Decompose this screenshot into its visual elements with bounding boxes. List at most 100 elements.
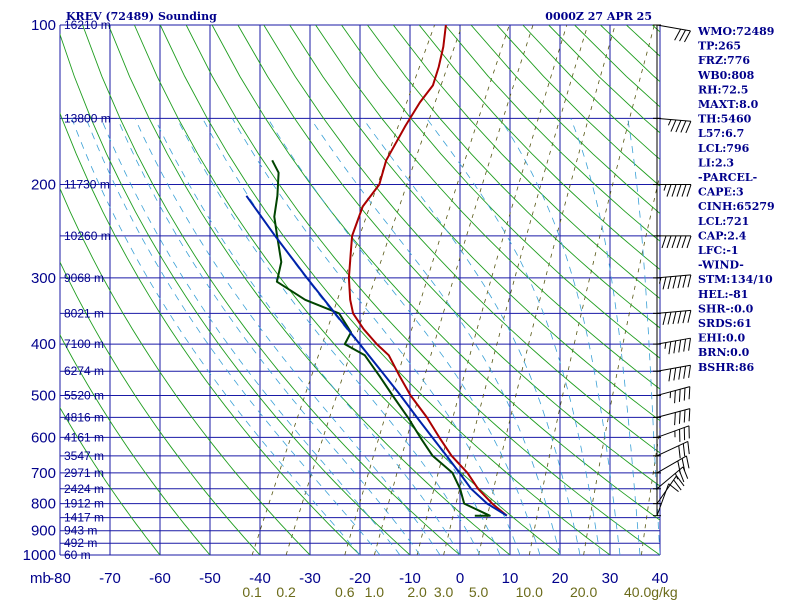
- wind-barb: [653, 364, 691, 382]
- moist-adiabat: [426, 118, 601, 555]
- index-value: -PARCEL-: [698, 171, 757, 184]
- dry-adiabat: [341, 25, 660, 359]
- mixing-ratio-line: [641, 426, 660, 555]
- height-label: 2424 m: [64, 482, 104, 496]
- dry-adiabat: [159, 25, 611, 555]
- temperature-tick-label: 10: [502, 570, 519, 587]
- dry-adiabat: [60, 187, 311, 555]
- moist-adiabat: [71, 118, 361, 555]
- moist-adiabat: [100, 118, 401, 555]
- mixing-ratio-label: 2.0: [407, 584, 427, 600]
- wind-barb: [653, 117, 692, 134]
- moist-adiabat: [231, 118, 521, 555]
- mixing-ratio-line: [478, 25, 616, 555]
- index-value: TH:5460: [698, 113, 752, 126]
- mixing-ratio-label: 0.1: [242, 584, 262, 600]
- pressure-tick-label: 500: [31, 387, 56, 404]
- index-value: WMO:72489: [697, 25, 774, 38]
- dry-adiabat: [263, 25, 660, 454]
- dry-adiabat: [367, 25, 660, 329]
- sounding-traces: [245, 25, 508, 517]
- wind-barb: [653, 309, 692, 325]
- temperature-tick-label: 30: [602, 570, 619, 587]
- wind-barb: [653, 274, 692, 290]
- wind-barb: [653, 386, 691, 404]
- height-label: 4161 m: [64, 430, 104, 444]
- dry-adiabat: [82, 25, 461, 555]
- dry-adiabat: [60, 111, 361, 555]
- pressure-tick-label: 300: [31, 270, 56, 287]
- temperature-tick-label: -20: [349, 570, 371, 587]
- dry-adiabat: [237, 25, 660, 487]
- dry-adiabats: [60, 25, 800, 555]
- mixing-ratio-lines: [251, 25, 660, 555]
- moist-adiabat: [176, 118, 481, 555]
- mixing-ratio-line: [416, 25, 568, 555]
- pressure-tick-label: 1000: [23, 547, 56, 564]
- moist-adiabat: [310, 118, 561, 555]
- height-label: 10260 m: [64, 229, 111, 243]
- pressure-tick-label: 700: [31, 465, 56, 482]
- index-value: LCL:721: [698, 215, 749, 228]
- mixing-ratio-line: [443, 25, 589, 555]
- height-label: 8021 m: [64, 306, 104, 320]
- index-value: L57:6.7: [698, 127, 744, 140]
- dry-adiabat: [108, 25, 511, 555]
- height-label: 5520 m: [64, 388, 104, 402]
- height-label: 16210 m: [64, 18, 111, 32]
- moist-adiabat: [85, 118, 381, 555]
- height-label: 2971 m: [64, 466, 104, 480]
- temperature-tick-label: -50: [199, 570, 221, 587]
- wind-barb: [653, 184, 692, 197]
- index-value: RH:72.5: [698, 83, 748, 96]
- dry-adiabat: [133, 25, 561, 555]
- height-label: 943 m: [64, 524, 97, 538]
- wind-barb: [653, 455, 690, 474]
- dry-adiabat: [185, 25, 660, 555]
- dry-adiabat: [60, 333, 211, 555]
- pressure-tick-label: 800: [31, 496, 56, 513]
- index-value: STM:134/10: [698, 273, 773, 286]
- index-value: CAPE:3: [698, 186, 744, 199]
- wind-barb: [653, 425, 690, 442]
- height-label: 6274 m: [64, 364, 104, 378]
- index-value: SHR-:0.0: [698, 302, 754, 315]
- moist-adiabat: [570, 118, 641, 555]
- index-value: TP:265: [698, 40, 741, 53]
- wind-barb: [653, 408, 691, 426]
- dry-adiabat: [60, 33, 411, 555]
- height-label: 492 m: [64, 536, 97, 550]
- dry-adiabat: [756, 25, 800, 555]
- temperature-tick-label: -70: [99, 570, 121, 587]
- pressure-tick-label: 900: [31, 523, 56, 540]
- index-value: LI:2.3: [698, 156, 734, 169]
- mixing-ratio-line: [528, 25, 655, 555]
- index-value: HEL:-81: [698, 288, 748, 301]
- mixing-ratio-label: 10.0: [516, 584, 543, 600]
- mixing-ratio-line: [285, 25, 463, 555]
- wind-barb: [653, 337, 691, 355]
- mixing-ratio-label: 20.0: [570, 584, 597, 600]
- mixing-ratio-label: 1.0: [365, 584, 385, 600]
- mixing-ratio-label: 0.6: [335, 584, 355, 600]
- dry-adiabat: [418, 25, 660, 271]
- moist-adiabat: [134, 118, 441, 555]
- height-label: 60 m: [64, 548, 91, 562]
- mixing-ratio-line: [583, 172, 660, 555]
- height-label: 1417 m: [64, 511, 104, 525]
- dry-adiabat: [315, 25, 660, 390]
- pressure-tick-label: 100: [31, 17, 56, 34]
- dewpoint-trace: [271, 159, 491, 517]
- pressure-tick-label: 400: [31, 336, 56, 353]
- wind-barb: [653, 24, 691, 43]
- moist-adiabat: [499, 118, 621, 555]
- chart-datetime: 0000Z 27 APR 25: [545, 10, 652, 23]
- mixing-ratio-line: [251, 25, 435, 555]
- temperature-tick-label: 40: [652, 570, 669, 587]
- dry-adiabat: [60, 261, 261, 555]
- mixing-ratio-label: 40.0g/kg: [624, 584, 678, 600]
- index-value: BSHR:86: [698, 361, 754, 374]
- temperature-tick-label: 20: [552, 570, 569, 587]
